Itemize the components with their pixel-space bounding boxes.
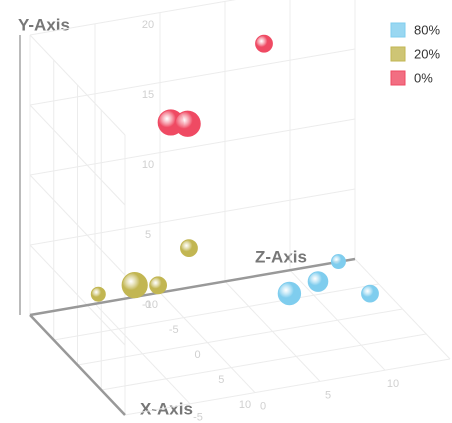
y-tick-label: 5 — [145, 229, 151, 241]
legend-swatch — [390, 70, 406, 86]
z-tick-label: 0 — [260, 401, 266, 413]
z-axis — [29, 257, 356, 317]
bubble — [90, 286, 106, 302]
x-axis — [29, 314, 126, 416]
bubble — [180, 239, 198, 258]
bubble — [277, 281, 302, 306]
grid-line — [101, 333, 427, 391]
bubble — [149, 276, 168, 295]
bubble — [121, 272, 148, 299]
x-tick-label: 10 — [239, 399, 251, 411]
x-tick-label: 5 — [218, 374, 224, 386]
grid-line — [29, 0, 237, 36]
grid-line — [29, 188, 356, 246]
legend-swatch — [390, 22, 406, 38]
y-tick-label: 0 — [145, 299, 151, 311]
bubble — [330, 254, 346, 270]
legend-label: 0% — [414, 70, 433, 85]
bubble — [174, 110, 201, 137]
bubble — [361, 284, 379, 303]
y-tick-label: 15 — [142, 89, 154, 101]
z-tick-label: 10 — [387, 378, 399, 390]
legend-label: 20% — [414, 46, 440, 61]
x-tick-label: -5 — [169, 324, 179, 336]
grid-line — [29, 118, 356, 176]
y-tick-label: 20 — [142, 19, 154, 31]
y-tick-label: 10 — [142, 159, 154, 171]
z-axis-title: Z-Axis — [255, 247, 307, 266]
bubble — [307, 271, 329, 292]
bubble — [255, 34, 273, 53]
legend-swatch — [390, 46, 406, 62]
z-tick-label: -5 — [193, 412, 203, 423]
x-axis-title: X-Axis — [140, 399, 193, 418]
z-tick-label: 5 — [325, 389, 331, 401]
x-tick-label: 0 — [194, 349, 200, 361]
y-axis-title: Y-Axis — [18, 15, 70, 34]
grid-line — [77, 308, 403, 366]
legend-label: 80% — [414, 22, 440, 37]
grid-line — [124, 358, 451, 416]
x-tick-label: -10 — [142, 299, 158, 311]
grid-line — [53, 283, 379, 341]
grid-line — [29, 48, 356, 106]
